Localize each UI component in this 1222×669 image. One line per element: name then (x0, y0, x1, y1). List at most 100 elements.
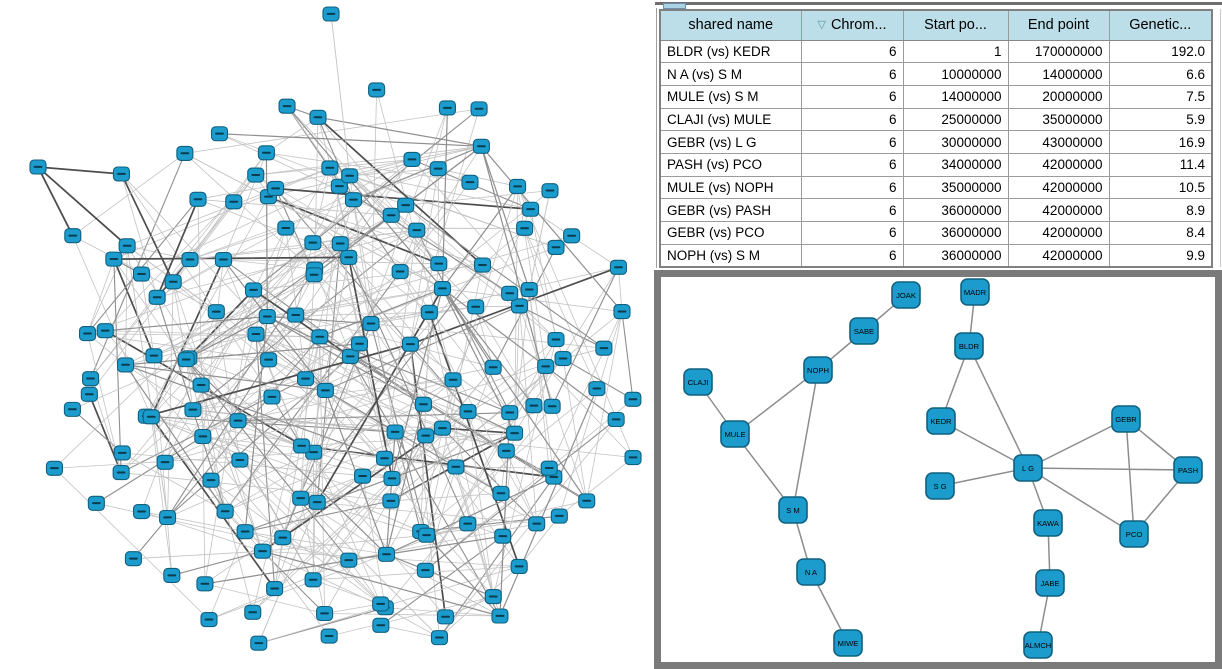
network-edge[interactable] (266, 243, 341, 317)
network-node[interactable] (105, 251, 123, 267)
network-edge[interactable] (223, 259, 315, 270)
network-node[interactable] (509, 178, 527, 194)
network-edge[interactable] (121, 173, 217, 312)
network-node[interactable] (497, 443, 515, 459)
network-edge[interactable] (244, 432, 515, 533)
network-node[interactable] (401, 336, 419, 352)
network-edge[interactable] (125, 343, 360, 366)
network-node[interactable] (164, 274, 182, 290)
network-node[interactable] (609, 259, 627, 275)
network-edge[interactable] (172, 281, 187, 360)
network-node-n-a[interactable]: N A (796, 558, 826, 586)
network-edge[interactable] (215, 311, 241, 461)
network-edge[interactable] (156, 199, 199, 298)
network-edge[interactable] (386, 476, 555, 555)
network-edge[interactable] (255, 145, 482, 176)
network-edge[interactable] (439, 419, 617, 638)
network-node[interactable] (541, 183, 559, 199)
table-cell[interactable]: 6 (800, 221, 904, 245)
table-row[interactable]: GEBR (vs) PCO 6 36000000 42000000 8.4 (659, 221, 1213, 245)
network-node[interactable] (525, 398, 543, 414)
network-node[interactable] (267, 180, 285, 197)
network-node[interactable] (528, 516, 546, 532)
network-edge[interactable] (305, 378, 507, 452)
network-edge-l-g-gebr[interactable] (1027, 418, 1127, 469)
network-node[interactable] (45, 460, 64, 476)
network-edge[interactable] (317, 117, 440, 264)
network-node[interactable] (244, 282, 263, 298)
network-node[interactable] (433, 420, 451, 436)
network-node[interactable] (372, 617, 390, 633)
network-edge[interactable] (150, 259, 225, 418)
network-edge[interactable] (347, 257, 393, 479)
network-edge[interactable] (339, 185, 510, 294)
table-cell[interactable]: GEBR (vs) PASH (659, 198, 802, 222)
network-node[interactable] (613, 304, 631, 320)
table-cell[interactable]: MULE (vs) S M (659, 84, 802, 109)
network-edge[interactable] (312, 242, 469, 412)
network-edge[interactable] (385, 431, 396, 555)
table-cell[interactable]: 8.9 (1108, 198, 1213, 222)
network-edge[interactable] (410, 168, 439, 345)
table-cell[interactable]: 6 (800, 130, 904, 154)
table-cell[interactable]: 6 (800, 152, 904, 177)
network-edge[interactable] (120, 173, 174, 283)
column-header-end-point[interactable]: End point (1007, 9, 1110, 41)
network-node[interactable] (408, 222, 426, 238)
network-edge[interactable] (192, 229, 418, 411)
network-node[interactable] (540, 460, 558, 476)
network-node[interactable] (547, 239, 565, 255)
network-edge[interactable] (441, 186, 519, 289)
network-node[interactable] (156, 454, 174, 470)
network-node[interactable] (547, 332, 565, 348)
table-cell[interactable]: 42000000 (1007, 175, 1110, 200)
table-cell[interactable]: 8.4 (1108, 221, 1213, 245)
network-edge[interactable] (405, 204, 520, 307)
network-edge[interactable] (349, 159, 413, 177)
table-row[interactable]: MULE (vs) S M 6 14000000 20000000 7.5 (659, 84, 1213, 109)
table-cell[interactable]: GEBR (vs) PCO (659, 221, 802, 245)
network-edge[interactable] (167, 281, 174, 518)
network-node[interactable] (112, 465, 130, 481)
network-edge[interactable] (530, 209, 557, 340)
network-node[interactable] (210, 126, 229, 142)
network-node[interactable] (624, 391, 642, 407)
network-edge[interactable] (295, 314, 507, 452)
table-row[interactable]: GEBR (vs) PASH 6 36000000 42000000 8.9 (659, 198, 1213, 222)
network-edge[interactable] (384, 230, 418, 459)
network-edge[interactable] (267, 315, 372, 325)
network-edge[interactable] (425, 339, 557, 571)
network-node[interactable] (473, 257, 492, 273)
network-edge[interactable] (141, 311, 217, 512)
network-node[interactable] (309, 109, 327, 125)
network-edge[interactable] (189, 227, 286, 260)
network-edge[interactable] (156, 259, 224, 298)
network-edge[interactable] (441, 288, 535, 407)
network-edge-l-g-pash[interactable] (1027, 467, 1189, 471)
network-node[interactable] (403, 151, 421, 168)
network-edge[interactable] (54, 311, 217, 469)
network-node[interactable] (64, 228, 82, 244)
network-node[interactable] (417, 428, 435, 444)
network-edge[interactable] (265, 152, 268, 317)
network-edge[interactable] (455, 466, 550, 469)
network-node[interactable] (200, 612, 218, 628)
network-node-jabe[interactable]: JABE (1035, 569, 1065, 597)
network-node[interactable] (229, 413, 247, 429)
network-node[interactable] (163, 567, 181, 584)
network-edge[interactable] (286, 105, 443, 289)
network-node[interactable] (382, 493, 400, 509)
network-node-bldr[interactable]: BLDR (954, 332, 984, 360)
network-edge[interactable] (441, 288, 588, 502)
network-node[interactable] (444, 372, 462, 388)
network-node[interactable] (207, 304, 225, 320)
network-node-claji[interactable]: CLAJI (683, 368, 713, 396)
network-edge[interactable] (153, 316, 268, 357)
table-row[interactable]: NOPH (vs) S M 6 36000000 42000000 9.9 (659, 243, 1213, 268)
network-edge[interactable] (300, 497, 440, 638)
network-node-kedr[interactable]: KEDR (926, 407, 956, 435)
network-edge[interactable] (562, 358, 634, 400)
filter-icon[interactable]: ▽ (817, 19, 826, 32)
table-cell[interactable]: 34000000 (902, 152, 1009, 177)
network-edge[interactable] (442, 427, 515, 435)
